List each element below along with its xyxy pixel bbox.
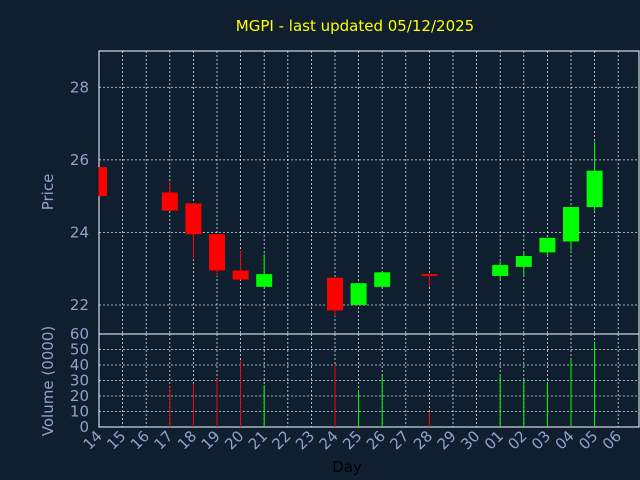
candle	[256, 254, 273, 287]
volume-tick-label: 10	[70, 403, 89, 421]
volume-tick-label: 0	[79, 418, 89, 436]
volume-tick-label: 50	[70, 341, 89, 359]
candle-body	[539, 237, 556, 253]
candle	[185, 203, 202, 258]
candle	[515, 252, 532, 276]
candle	[161, 181, 178, 211]
candle-body	[185, 203, 202, 235]
candle-body	[161, 192, 178, 211]
candle	[232, 250, 249, 280]
volume-tick-label: 40	[70, 356, 89, 374]
price-candles	[98, 141, 603, 316]
chart-title: MGPI - last updated 05/12/2025	[236, 17, 474, 35]
candle-body	[232, 270, 249, 280]
candle-body	[327, 277, 343, 311]
candle	[327, 277, 343, 316]
volume-axis-label: Volume (0000)	[39, 326, 57, 436]
candle-body	[563, 207, 579, 242]
candle-body	[209, 234, 225, 271]
candle-body	[515, 255, 532, 267]
candle	[421, 274, 438, 287]
candle	[350, 283, 367, 305]
candle	[492, 261, 509, 280]
volume-tick-label: 20	[70, 387, 89, 405]
candle	[563, 207, 579, 251]
candle-body	[421, 274, 438, 276]
price-tick-label: 28	[70, 78, 89, 96]
price-axis-label: Price	[39, 174, 57, 211]
volume-tick-label: 60	[70, 325, 89, 343]
volume-panel-frame	[98, 333, 640, 428]
price-tick-label: 22	[70, 296, 89, 314]
candle	[209, 234, 225, 276]
candle	[539, 237, 556, 256]
candle-body	[586, 170, 603, 208]
volume-bars	[169, 341, 596, 427]
price-y-ticks: 22 24 26 28	[70, 78, 89, 314]
candle-body	[256, 274, 273, 287]
candle	[374, 272, 391, 287]
price-tick-label: 26	[70, 151, 89, 169]
candle-body	[99, 167, 107, 197]
x-ticks: 1415161718192021222324252627282930010203…	[80, 427, 625, 453]
volume-tick-label: 30	[70, 372, 89, 390]
candle	[98, 167, 107, 197]
price-tick-label: 24	[70, 223, 89, 241]
x-axis-label: Day	[332, 458, 362, 476]
candle-body	[350, 283, 367, 305]
candle-body	[492, 265, 509, 276]
candle	[586, 141, 603, 211]
candle-body	[374, 272, 391, 287]
